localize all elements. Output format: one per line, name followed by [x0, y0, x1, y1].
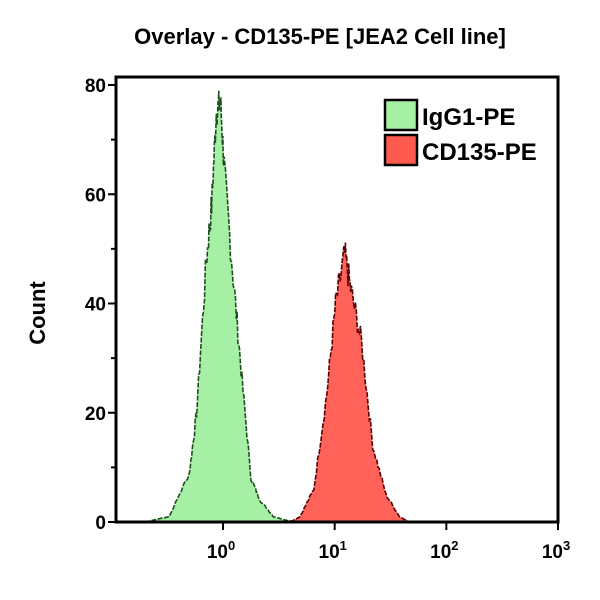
histogram-cd135-pe — [289, 242, 410, 523]
x-tick-label: 103 — [542, 538, 570, 563]
histogram-igg1-pe — [144, 90, 302, 523]
y-tick-label: 20 — [85, 404, 106, 425]
x-tick-label: 102 — [430, 538, 458, 563]
y-tick-label: 0 — [95, 513, 106, 534]
legend-swatch-cd135-pe — [383, 133, 419, 167]
legend-label-igg1-pe: IgG1-PE — [422, 104, 515, 131]
y-tick-label: 80 — [85, 76, 106, 97]
chart-title: Overlay - CD135-PE [JEA2 Cell line] — [134, 24, 506, 49]
x-tick-label: 100 — [207, 538, 235, 563]
y-tick-label: 60 — [85, 185, 106, 206]
x-tick-label: 101 — [319, 538, 347, 563]
legend-swatch-igg1-pe — [383, 98, 419, 132]
legend-label-cd135-pe: CD135-PE — [422, 139, 537, 166]
plot-frame — [114, 75, 560, 524]
y-tick-label: 40 — [85, 295, 106, 316]
